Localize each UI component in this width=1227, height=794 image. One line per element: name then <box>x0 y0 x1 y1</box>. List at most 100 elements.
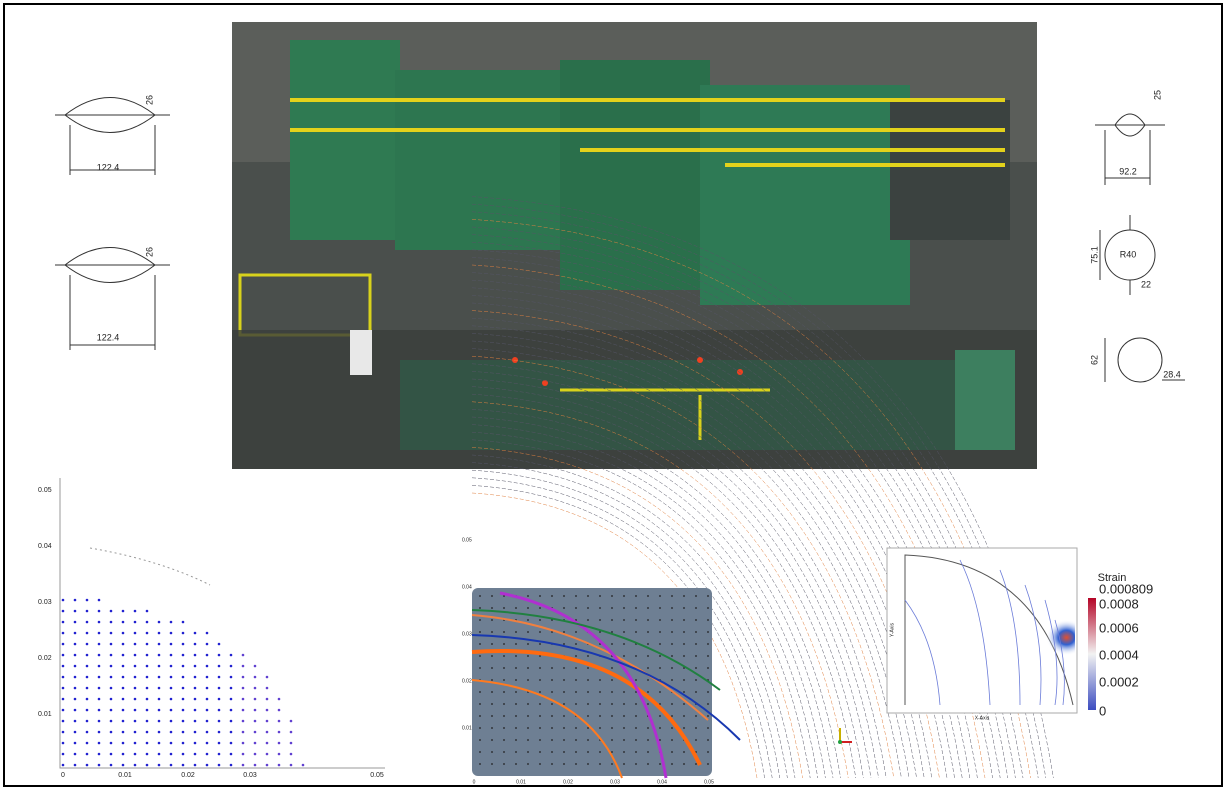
node-dot <box>158 654 161 657</box>
grid-dot <box>599 619 601 621</box>
node-dot <box>230 742 233 745</box>
grid-dot <box>659 643 661 645</box>
grid-dot <box>575 667 577 669</box>
node-dot <box>74 654 77 657</box>
grid-dot <box>635 739 637 741</box>
grid-dot <box>683 595 685 597</box>
grid-dot <box>611 619 613 621</box>
node-dot <box>182 742 185 745</box>
colorbar-label: 0.0002 <box>1099 674 1139 689</box>
grid-dot <box>599 703 601 705</box>
grid-dot <box>599 715 601 717</box>
node-dot <box>242 698 245 701</box>
node-dot <box>146 720 149 723</box>
node-dot <box>290 764 293 767</box>
grid-dot <box>491 727 493 729</box>
y-tick-label: 0.01 <box>38 711 52 718</box>
grid-dot <box>647 631 649 633</box>
grid-dot <box>647 595 649 597</box>
node-dot <box>98 676 101 679</box>
node-dot <box>134 720 137 723</box>
grid-dot <box>575 703 577 705</box>
grid-dot <box>707 667 709 669</box>
grid-dot <box>479 751 481 753</box>
node-dot <box>110 753 113 756</box>
node-dot <box>122 753 125 756</box>
grid-dot <box>623 607 625 609</box>
grid-dot <box>707 739 709 741</box>
grid-dot <box>611 643 613 645</box>
node-dot <box>86 599 89 602</box>
grid-dot <box>479 655 481 657</box>
dimension-label: 28.4 <box>1163 369 1181 379</box>
node-dot <box>158 665 161 668</box>
grid-dot <box>659 763 661 765</box>
colorbar-label: 0.000809 <box>1099 581 1153 596</box>
grid-dot <box>575 655 577 657</box>
grid-dot <box>683 727 685 729</box>
grid-dot <box>491 715 493 717</box>
node-dot <box>218 709 221 712</box>
axis-triad <box>838 728 852 744</box>
x-tick-label: 0.01 <box>516 779 526 785</box>
grid-dot <box>707 607 709 609</box>
node-dot <box>134 676 137 679</box>
grid-dot <box>623 691 625 693</box>
grid-dot <box>671 715 673 717</box>
grid-dot <box>587 667 589 669</box>
grid-dot <box>587 727 589 729</box>
left-plot <box>60 478 385 768</box>
grid-dot <box>539 727 541 729</box>
node-dot <box>74 731 77 734</box>
node-dot <box>122 709 125 712</box>
grid-dot <box>659 655 661 657</box>
node-dot <box>230 753 233 756</box>
colorbar-label: 0 <box>1099 703 1106 718</box>
grid-dot <box>575 595 577 597</box>
grid-dot <box>539 607 541 609</box>
x-tick-label: 0.02 <box>181 772 195 779</box>
node-dot <box>62 654 65 657</box>
grid-dot <box>503 607 505 609</box>
node-dot <box>218 698 221 701</box>
grid-dot <box>683 631 685 633</box>
node-dot <box>122 731 125 734</box>
grid-dot <box>647 763 649 765</box>
node-dot <box>182 632 185 635</box>
grid-dot <box>503 631 505 633</box>
grid-dot <box>647 679 649 681</box>
grid-dot <box>647 619 649 621</box>
grid-dot <box>563 739 565 741</box>
x-tick-label: 0.03 <box>610 779 620 785</box>
node-dot <box>122 698 125 701</box>
grid-dot <box>563 727 565 729</box>
node-dot <box>242 764 245 767</box>
grid-dot <box>611 751 613 753</box>
node-dot <box>254 665 257 668</box>
grid-dot <box>587 703 589 705</box>
grid-dot <box>539 751 541 753</box>
node-dot <box>110 742 113 745</box>
node-dot <box>122 676 125 679</box>
node-dot <box>242 742 245 745</box>
grid-dot <box>575 607 577 609</box>
grid-dot <box>539 667 541 669</box>
grid-dot <box>539 643 541 645</box>
node-dot <box>170 654 173 657</box>
node-dot <box>218 643 221 646</box>
grid-dot <box>575 751 577 753</box>
node-dot <box>266 676 269 679</box>
dimension-label: 122.4 <box>97 332 120 342</box>
grid-dot <box>623 703 625 705</box>
dimension-label: 26 <box>144 247 154 257</box>
grid-dot <box>695 631 697 633</box>
x-tick-label: 0.05 <box>704 779 714 785</box>
node-dot <box>98 742 101 745</box>
node-dot <box>266 742 269 745</box>
grid-dot <box>575 739 577 741</box>
node-dot <box>218 764 221 767</box>
grid-dot <box>587 595 589 597</box>
node-dot <box>218 676 221 679</box>
node-dot <box>206 643 209 646</box>
node-dot <box>254 742 257 745</box>
